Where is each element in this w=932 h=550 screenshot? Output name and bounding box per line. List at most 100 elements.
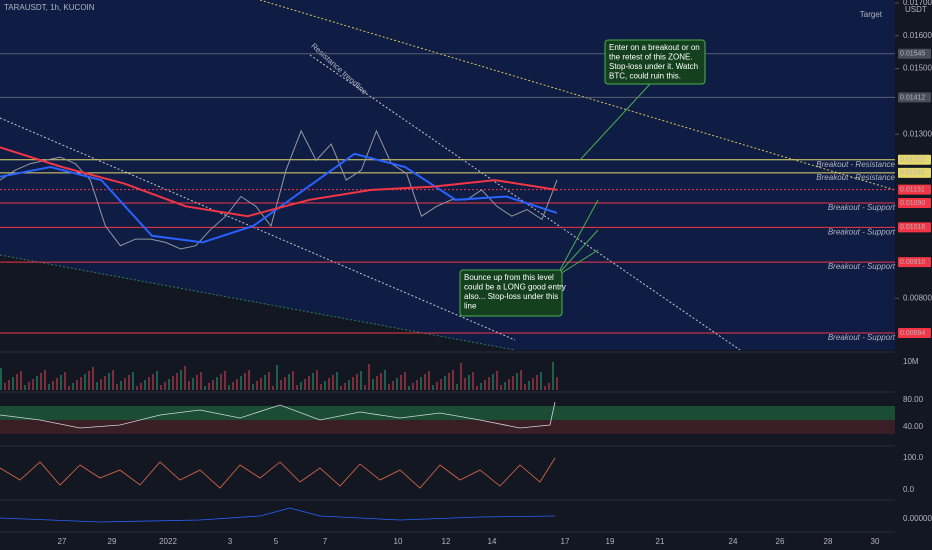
volume-bar <box>376 376 378 390</box>
trendline <box>259 0 896 191</box>
volume-bar <box>32 379 34 390</box>
volume-bar <box>356 374 358 390</box>
volume-bar <box>400 375 402 390</box>
x-tick-label: 12 <box>442 537 451 546</box>
callout-text: Stop-loss under it. Watch <box>609 62 698 71</box>
volume-bar <box>48 384 50 390</box>
macd-tick: 0.00000 <box>903 514 932 523</box>
volume-bar <box>460 363 462 390</box>
callout-pointer <box>579 83 651 161</box>
volume-bar <box>60 375 62 390</box>
volume-bar <box>340 386 342 390</box>
price-tag-label: 0.01222 <box>900 157 925 164</box>
volume-bar <box>236 379 238 390</box>
y-tick-label: 0.01600 <box>903 31 932 40</box>
x-tick-label: 24 <box>729 537 738 546</box>
volume-bar <box>120 381 122 390</box>
volume-bar <box>472 372 474 390</box>
volume <box>0 362 558 390</box>
volume-bar <box>40 373 42 390</box>
volume-bar <box>152 374 154 390</box>
volume-bar <box>36 376 38 390</box>
volume-bar <box>188 381 190 390</box>
volume-bar <box>248 370 250 390</box>
volume-bar <box>476 386 478 390</box>
volume-bar <box>204 386 206 390</box>
price-tag <box>898 48 931 59</box>
volume-bar <box>268 372 270 390</box>
volume-bar <box>56 378 58 390</box>
volume-bar <box>388 384 390 390</box>
volume-bar <box>52 381 54 390</box>
volume-bar <box>420 377 422 390</box>
volume-bar <box>132 372 134 390</box>
price-tag-label: 0.00910 <box>900 259 925 266</box>
price-tag <box>898 167 931 178</box>
x-tick-label: 7 <box>323 537 328 546</box>
volume-bar <box>500 385 502 390</box>
volume-bar <box>300 382 302 390</box>
volume-bar <box>24 385 26 390</box>
volume-bar <box>104 376 106 390</box>
volume-bar <box>532 378 534 390</box>
level-label: Breakout - Support <box>828 262 896 271</box>
volume-bar <box>64 372 66 390</box>
volume-bar <box>516 373 518 390</box>
volume-bar <box>76 380 78 390</box>
volume-bar <box>396 378 398 390</box>
volume-bar <box>276 365 278 390</box>
volume-bar <box>112 370 114 390</box>
x-tick-label: 19 <box>606 537 615 546</box>
volume-bar <box>452 370 454 390</box>
volume-bar <box>416 380 418 390</box>
volume-bar <box>8 380 10 390</box>
volume-bar <box>368 364 370 390</box>
volume-bar <box>4 383 6 390</box>
level-label: Breakout - Resistance <box>816 173 895 182</box>
volume-bar <box>84 374 86 390</box>
volume-bar <box>192 378 194 390</box>
price-tag-label: 0.01545 <box>900 51 925 58</box>
volume-bar <box>156 371 158 390</box>
volume-bar <box>372 379 374 390</box>
price-tag <box>898 154 931 165</box>
volume-bar <box>228 385 230 390</box>
x-tick-label: 2022 <box>159 537 177 546</box>
level-label: Breakout - Support <box>828 203 896 212</box>
stoch-line <box>0 457 556 489</box>
volume-bar <box>168 379 170 390</box>
volume-bar <box>72 383 74 390</box>
callout-pointer <box>559 249 599 275</box>
stoch-tick: 100.0 <box>903 453 924 462</box>
volume-bar <box>144 380 146 390</box>
volume-bar <box>324 381 326 390</box>
volume-bar <box>96 382 98 390</box>
stoch-tick: 0.0 <box>903 485 915 494</box>
rsi-tick: 40.00 <box>903 422 924 431</box>
price-tag-label: 0.01412 <box>900 94 925 101</box>
callout-text: line <box>464 302 477 311</box>
volume-bar <box>220 374 222 390</box>
x-tick-label: 5 <box>274 537 279 546</box>
volume-bar <box>284 377 286 390</box>
volume-bar <box>352 377 354 390</box>
volume-bar <box>100 379 102 390</box>
price-axis <box>895 0 932 550</box>
volume-bar <box>200 372 202 390</box>
volume-bar <box>484 380 486 390</box>
volume-bar <box>404 372 406 390</box>
volume-bar <box>380 373 382 390</box>
volume-bar <box>520 370 522 390</box>
volume-bar <box>136 386 138 390</box>
x-tick-label: 21 <box>656 537 665 546</box>
callout-text: BTC, could ruin this. <box>609 72 681 81</box>
series-line <box>0 146 558 218</box>
volume-bar <box>0 368 2 390</box>
x-tick-label: 30 <box>871 537 880 546</box>
x-tick-label: 10 <box>394 537 403 546</box>
rsi-band <box>0 406 895 420</box>
volume-bar <box>128 375 130 390</box>
volume-bar <box>496 371 498 390</box>
callout-text: also... Stop-loss under this <box>464 292 558 301</box>
